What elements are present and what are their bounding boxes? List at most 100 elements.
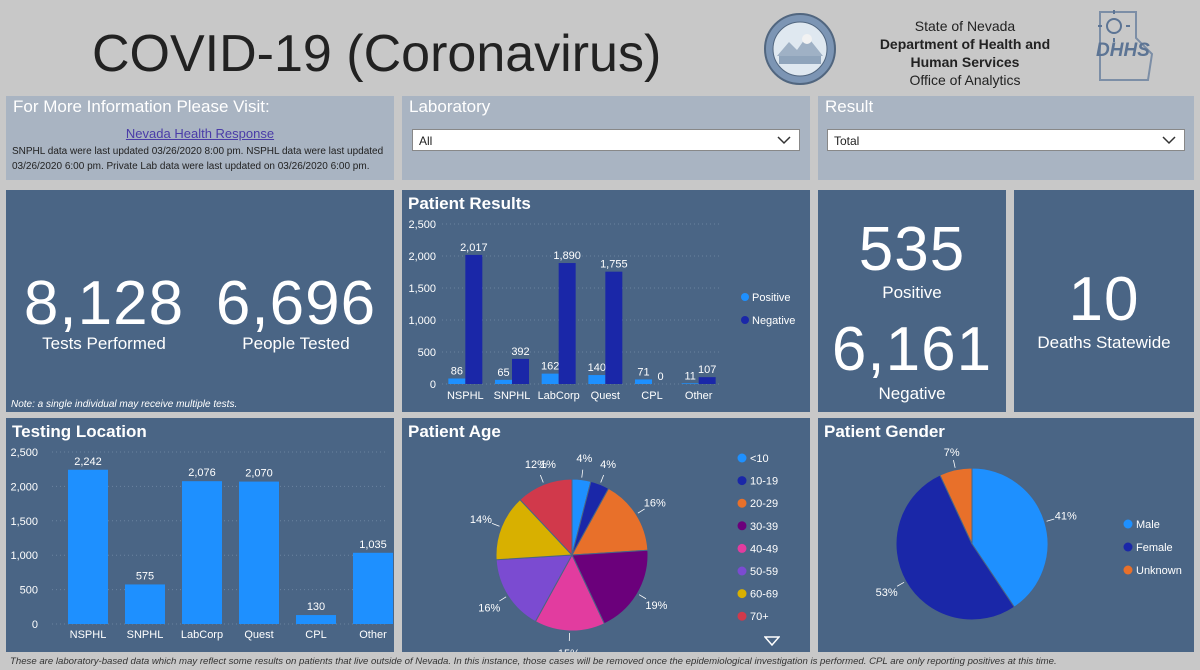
bar: [353, 552, 393, 624]
data-label: 392: [511, 346, 529, 358]
bar-negative: [558, 263, 576, 384]
info-title: For More Information Please Visit:: [13, 97, 270, 116]
legend-marker: [741, 293, 749, 301]
tests-performed-value: 8,128: [23, 269, 185, 338]
result-dropdown[interactable]: Total: [827, 129, 1185, 151]
nevada-seal-icon: [763, 12, 837, 86]
testing-location-panel: Testing Location 0 500 1,000 1,500 2,000 2,50…: [6, 418, 394, 652]
laboratory-filter-label: Laboratory: [409, 97, 491, 116]
legend-label: 10-19: [750, 476, 778, 488]
legend-marker: [737, 521, 747, 531]
bar-positive: [495, 379, 512, 384]
data-label: 65: [497, 367, 509, 379]
slice-label: 16%: [644, 497, 666, 509]
leader-line: [581, 469, 584, 478]
legend-marker: [737, 498, 747, 508]
tests-performed-label: Tests Performed: [42, 334, 166, 353]
legend-marker: [737, 611, 747, 621]
positive-value: 535: [858, 215, 966, 284]
agency-state: State of Nevada: [914, 18, 1016, 34]
data-label: 2,070: [245, 468, 273, 480]
legend-label: 40-49: [750, 543, 778, 555]
bar: [68, 469, 108, 624]
pie-slice-4049: [534, 553, 606, 632]
x-tick-label: NSPHL: [70, 629, 107, 641]
legend-label: Female: [1136, 542, 1173, 554]
leader-line: [638, 594, 647, 600]
laboratory-dropdown[interactable]: All: [412, 129, 800, 151]
result-filter-panel: Result Total: [818, 96, 1194, 180]
leader-line: [499, 596, 507, 602]
data-label: 140: [588, 362, 606, 374]
patient-age-title: Patient Age: [408, 422, 501, 441]
nevada-health-response-link[interactable]: Nevada Health Response: [125, 126, 275, 141]
y-tick-label: 2,500: [408, 219, 436, 231]
info-panel: For More Information Please Visit: Nevad…: [6, 96, 394, 180]
legend-label: <10: [750, 453, 769, 465]
legend-label: Unknown: [1136, 565, 1182, 577]
slice-label: 53%: [876, 587, 898, 599]
chevron-down-icon: [777, 136, 791, 145]
data-label: 2,242: [74, 456, 102, 468]
y-tick-label: 500: [20, 585, 38, 597]
y-tick-label: 1,000: [408, 315, 436, 327]
legend-label: 50-59: [750, 566, 778, 578]
data-label: 1,035: [359, 539, 387, 551]
slice-label-extra: 1%: [540, 459, 556, 471]
data-label: 162: [541, 361, 559, 373]
legend-marker: [737, 566, 747, 576]
leader-line: [637, 508, 645, 514]
pie-slice-3039: [571, 549, 649, 625]
data-label: 11: [684, 370, 695, 382]
legend-label: Positive: [752, 292, 791, 304]
leader-line: [491, 522, 500, 527]
pie-slice-male: [971, 467, 1049, 608]
slice-label: 4%: [600, 459, 616, 471]
bar-positive: [588, 375, 606, 384]
patient-gender-chart: 41% 53% 7% Male Female Unknown: [876, 447, 1182, 621]
y-tick-label: 1,500: [10, 516, 38, 528]
x-tick-label: Quest: [244, 629, 273, 641]
x-tick-label: LabCorp: [538, 390, 580, 402]
legend-marker: [737, 476, 747, 486]
testing-location-chart: 0 500 1,000 1,500 2,000 2,500 2,242 NSPHL 575 SNP…: [10, 447, 393, 641]
slice-label: 7%: [944, 447, 960, 459]
people-tested-value: 6,696: [215, 269, 377, 338]
slice-label: 12%: [525, 459, 547, 471]
x-tick-label: LabCorp: [181, 629, 223, 641]
page-title: COVID-19 (Coronavirus): [92, 25, 662, 83]
legend-label: 60-69: [750, 589, 778, 601]
slice-label: 19%: [645, 600, 667, 612]
negative-label: Negative: [878, 384, 946, 403]
slice-label: 14%: [470, 514, 492, 526]
leader-line: [953, 459, 956, 468]
slice-label: 16%: [478, 603, 500, 615]
bar-negative: [698, 377, 716, 384]
legend-marker: [737, 453, 747, 463]
scroll-down-icon[interactable]: [764, 636, 780, 646]
laboratory-filter-panel: Laboratory All: [402, 96, 810, 180]
testing-location-title: Testing Location: [12, 422, 147, 441]
pie-slice-6069: [495, 498, 574, 561]
dhhs-logo-text: DHHS: [1096, 40, 1150, 61]
legend-marker: [737, 589, 747, 599]
legend-label: Male: [1136, 519, 1160, 531]
data-label: 575: [136, 570, 154, 582]
slice-label: 15%: [558, 648, 580, 652]
legend-label: Negative: [752, 315, 795, 327]
data-label: 86: [451, 365, 463, 377]
patient-results-panel: Patient Results 0 500 1,000 1,500 2,000 2,500…: [402, 190, 810, 412]
laboratory-dropdown-value: All: [419, 134, 433, 148]
data-label: 2,017: [460, 242, 488, 254]
agency-services: Human Services: [910, 54, 1020, 70]
x-tick-label: CPL: [641, 390, 662, 402]
pie-slice-70: [519, 478, 573, 557]
patient-age-chart: 4% 4% 16% 19% 15% 16% 14% 12% <10 10-19 20-29 30-39…: [470, 453, 778, 652]
leader-line: [1046, 518, 1055, 522]
patient-results-chart: 0 500 1,000 1,500 2,000 2,500 86 2,017 NSPHL 6539…: [408, 219, 795, 402]
x-tick-label: NSPHL: [447, 390, 484, 402]
positive-label: Positive: [882, 283, 942, 302]
patient-gender-title: Patient Gender: [824, 422, 945, 441]
legend-marker: [741, 316, 749, 324]
y-tick-label: 1,000: [10, 550, 38, 562]
